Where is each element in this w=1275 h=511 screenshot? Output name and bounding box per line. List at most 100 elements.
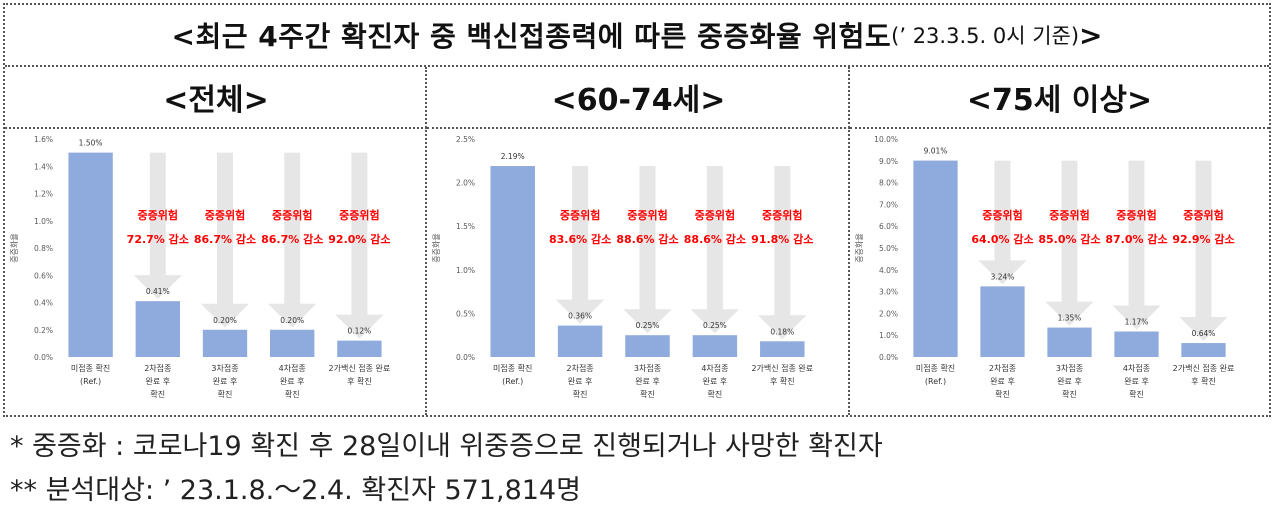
chart-panel-60-74: 중증화율 0.0% 0.5% 1.0% 1.5% 2.0% 2.5% 2.19% 미접종 확진 (…	[429, 131, 846, 417]
reduction-label: 92.9% 감소	[1172, 232, 1234, 246]
x-tick-label: 완료 후	[568, 377, 593, 386]
risk-label: 중증위험	[339, 208, 379, 222]
x-tick-label: 확진	[573, 389, 588, 399]
risk-label: 중증위험	[1183, 208, 1223, 222]
x-tick-label: 확진	[150, 389, 165, 399]
y-tick-label: 0.2%	[34, 326, 53, 335]
y-tick-label: 1.0%	[456, 266, 475, 275]
risk-label: 중증위험	[1049, 208, 1089, 222]
column-divider	[425, 67, 427, 415]
data-label: 2.19%	[501, 152, 525, 161]
y-tick-label: 1.5%	[456, 222, 475, 231]
x-tick-label: (Ref.)	[925, 377, 946, 386]
x-tick-label: 확진	[995, 389, 1010, 399]
x-tick-label: (Ref.)	[502, 377, 523, 386]
x-tick-label: 완료 후	[280, 377, 305, 386]
y-tick-label: 9.0%	[879, 157, 898, 166]
footnote-1: * 중증화 : 코로나19 확진 후 28일이내 위중증으로 진행되거나 사망한…	[10, 431, 883, 462]
figure-title: <최근 4주간 확진자 중 백신접종력에 따른 중증화율 위험도 (’ 23.3…	[5, 5, 1269, 67]
reduction-arrow	[133, 152, 182, 300]
reduction-arrow	[268, 152, 317, 328]
bar	[557, 325, 603, 357]
y-tick-label: 6.0%	[879, 222, 898, 231]
reduction-label: 88.6% 감소	[616, 232, 678, 246]
risk-label: 중증위험	[205, 208, 245, 222]
reduction-label: 86.7% 감소	[261, 232, 323, 246]
data-label: 1.35%	[1058, 314, 1082, 323]
reduction-arrow	[1045, 160, 1094, 326]
x-tick-label: 완료 후	[213, 377, 238, 386]
y-axis-label: 중증화율	[855, 233, 864, 262]
x-tick-label: 2가백신 접종 완료	[329, 363, 391, 373]
reduction-label: 86.7% 감소	[194, 232, 256, 246]
x-tick-label: 2차접종	[144, 363, 171, 373]
reduction-arrow	[978, 160, 1027, 285]
data-label: 0.41%	[146, 287, 170, 296]
bar	[202, 329, 248, 357]
reduction-arrow	[623, 166, 672, 334]
chart-all: 중증화율 0.0% 0.2% 0.4% 0.6% 0.8% 1.0% 1.2% 1.4% 1.6%…	[10, 135, 391, 399]
reduction-arrow	[555, 166, 605, 324]
x-tick-label: 완료 후	[703, 377, 728, 386]
x-tick-label: 확진	[285, 389, 300, 399]
bar	[980, 286, 1025, 357]
bar	[625, 335, 670, 357]
reduction-arrow	[1179, 160, 1228, 342]
x-tick-label: 4차접종	[701, 363, 728, 373]
bar	[490, 166, 535, 357]
risk-label: 중증위험	[982, 208, 1022, 222]
chart-panel-75-plus: 중증화율 0.0% 1.0% 2.0% 3.0% 4.0% 5.0% 6.0% 7.0% 8.0%…	[852, 131, 1267, 417]
x-tick-label: 확진	[218, 389, 233, 399]
x-tick-label: 4차접종	[1123, 363, 1150, 373]
x-tick-label: 미접종 확진	[71, 363, 110, 373]
chart-panel-all: 중증화율 0.0% 0.2% 0.4% 0.6% 0.8% 1.0% 1.2% 1.4% 1.6%…	[7, 131, 423, 417]
column-divider	[848, 67, 850, 415]
x-tick-label: 확진	[640, 389, 655, 399]
y-tick-label: 1.6%	[34, 135, 53, 144]
data-label: 0.36%	[568, 312, 592, 321]
data-label: 0.20%	[280, 316, 304, 325]
y-tick-label: 2.0%	[879, 309, 898, 318]
reduction-label: 88.6% 감소	[684, 232, 746, 246]
y-tick-label: 0.0%	[456, 353, 475, 362]
bar	[1047, 327, 1092, 357]
reduction-label: 83.6% 감소	[549, 232, 611, 246]
y-tick-label: 1.0%	[34, 217, 53, 226]
y-tick-label: 5.0%	[879, 244, 898, 253]
x-tick-label: 4차접종	[279, 363, 306, 373]
bar	[1181, 343, 1226, 357]
reduction-arrow	[1112, 160, 1161, 330]
x-tick-label: 후 확진	[347, 376, 372, 386]
bar	[337, 340, 382, 357]
title-date: (’ 23.3.5. 0시 기준)	[891, 24, 1080, 48]
y-tick-label: 7.0%	[879, 200, 898, 209]
bar	[760, 341, 805, 357]
reduction-label: 85.0% 감소	[1038, 232, 1100, 246]
y-axis-label: 중증화율	[432, 233, 441, 262]
title-close: >	[1079, 18, 1103, 52]
y-tick-label: 1.0%	[879, 331, 898, 340]
risk-label: 중증위험	[138, 208, 178, 222]
y-tick-label: 0.8%	[34, 244, 53, 253]
bar	[1114, 331, 1159, 357]
title-main: <최근 4주간 확진자 중 백신접종력에 따른 중증화율 위험도	[171, 20, 892, 53]
x-tick-label: 완료 후	[1124, 377, 1149, 386]
y-tick-label: 8.0%	[879, 179, 898, 188]
x-tick-label: 완료 후	[1057, 377, 1082, 386]
y-tick-label: 1.4%	[34, 162, 53, 171]
reduction-label: 64.0% 감소	[971, 232, 1033, 246]
reduction-label: 72.7% 감소	[127, 232, 189, 246]
data-label: 3.24%	[991, 272, 1015, 281]
y-tick-label: 0.5%	[456, 309, 475, 318]
x-tick-label: 확진	[1129, 389, 1144, 399]
x-tick-label: 완료 후	[145, 377, 170, 386]
y-tick-label: 2.0%	[456, 179, 475, 188]
data-label: 0.64%	[1192, 329, 1216, 338]
x-tick-label: 완료 후	[635, 377, 660, 386]
x-tick-label: 미접종 확진	[493, 363, 532, 373]
x-tick-label: 후 확진	[1191, 376, 1216, 386]
risk-label: 중증위험	[627, 208, 667, 222]
reduction-label: 91.8% 감소	[751, 232, 813, 246]
x-tick-label: 3차접종	[1056, 363, 1083, 373]
y-tick-label: 4.0%	[879, 266, 898, 275]
